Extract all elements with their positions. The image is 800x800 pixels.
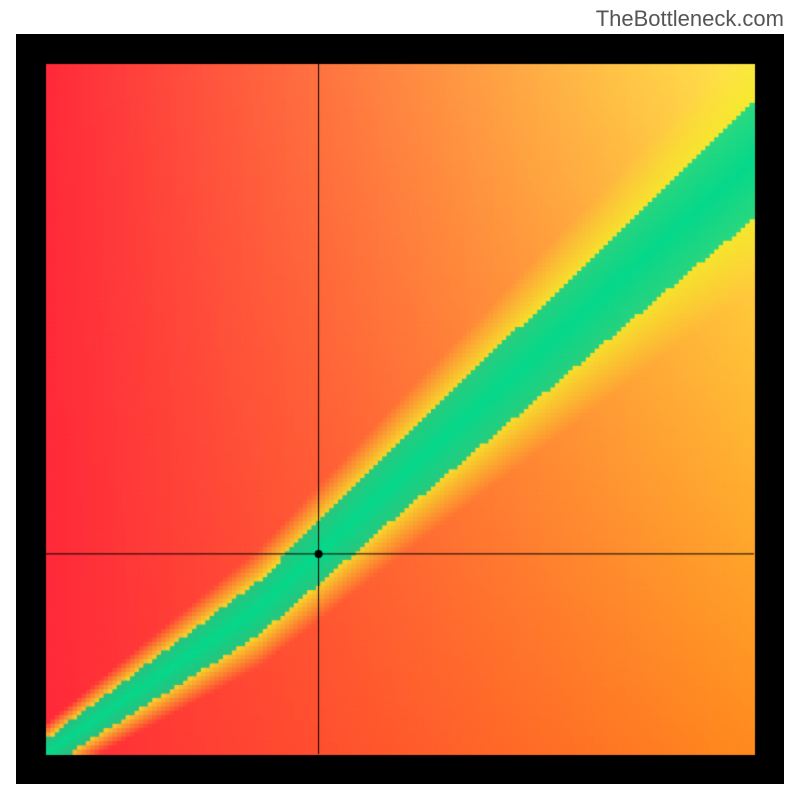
watermark-text: TheBottleneck.com [596, 6, 784, 32]
heatmap-canvas [16, 34, 784, 784]
chart-frame [16, 34, 784, 784]
